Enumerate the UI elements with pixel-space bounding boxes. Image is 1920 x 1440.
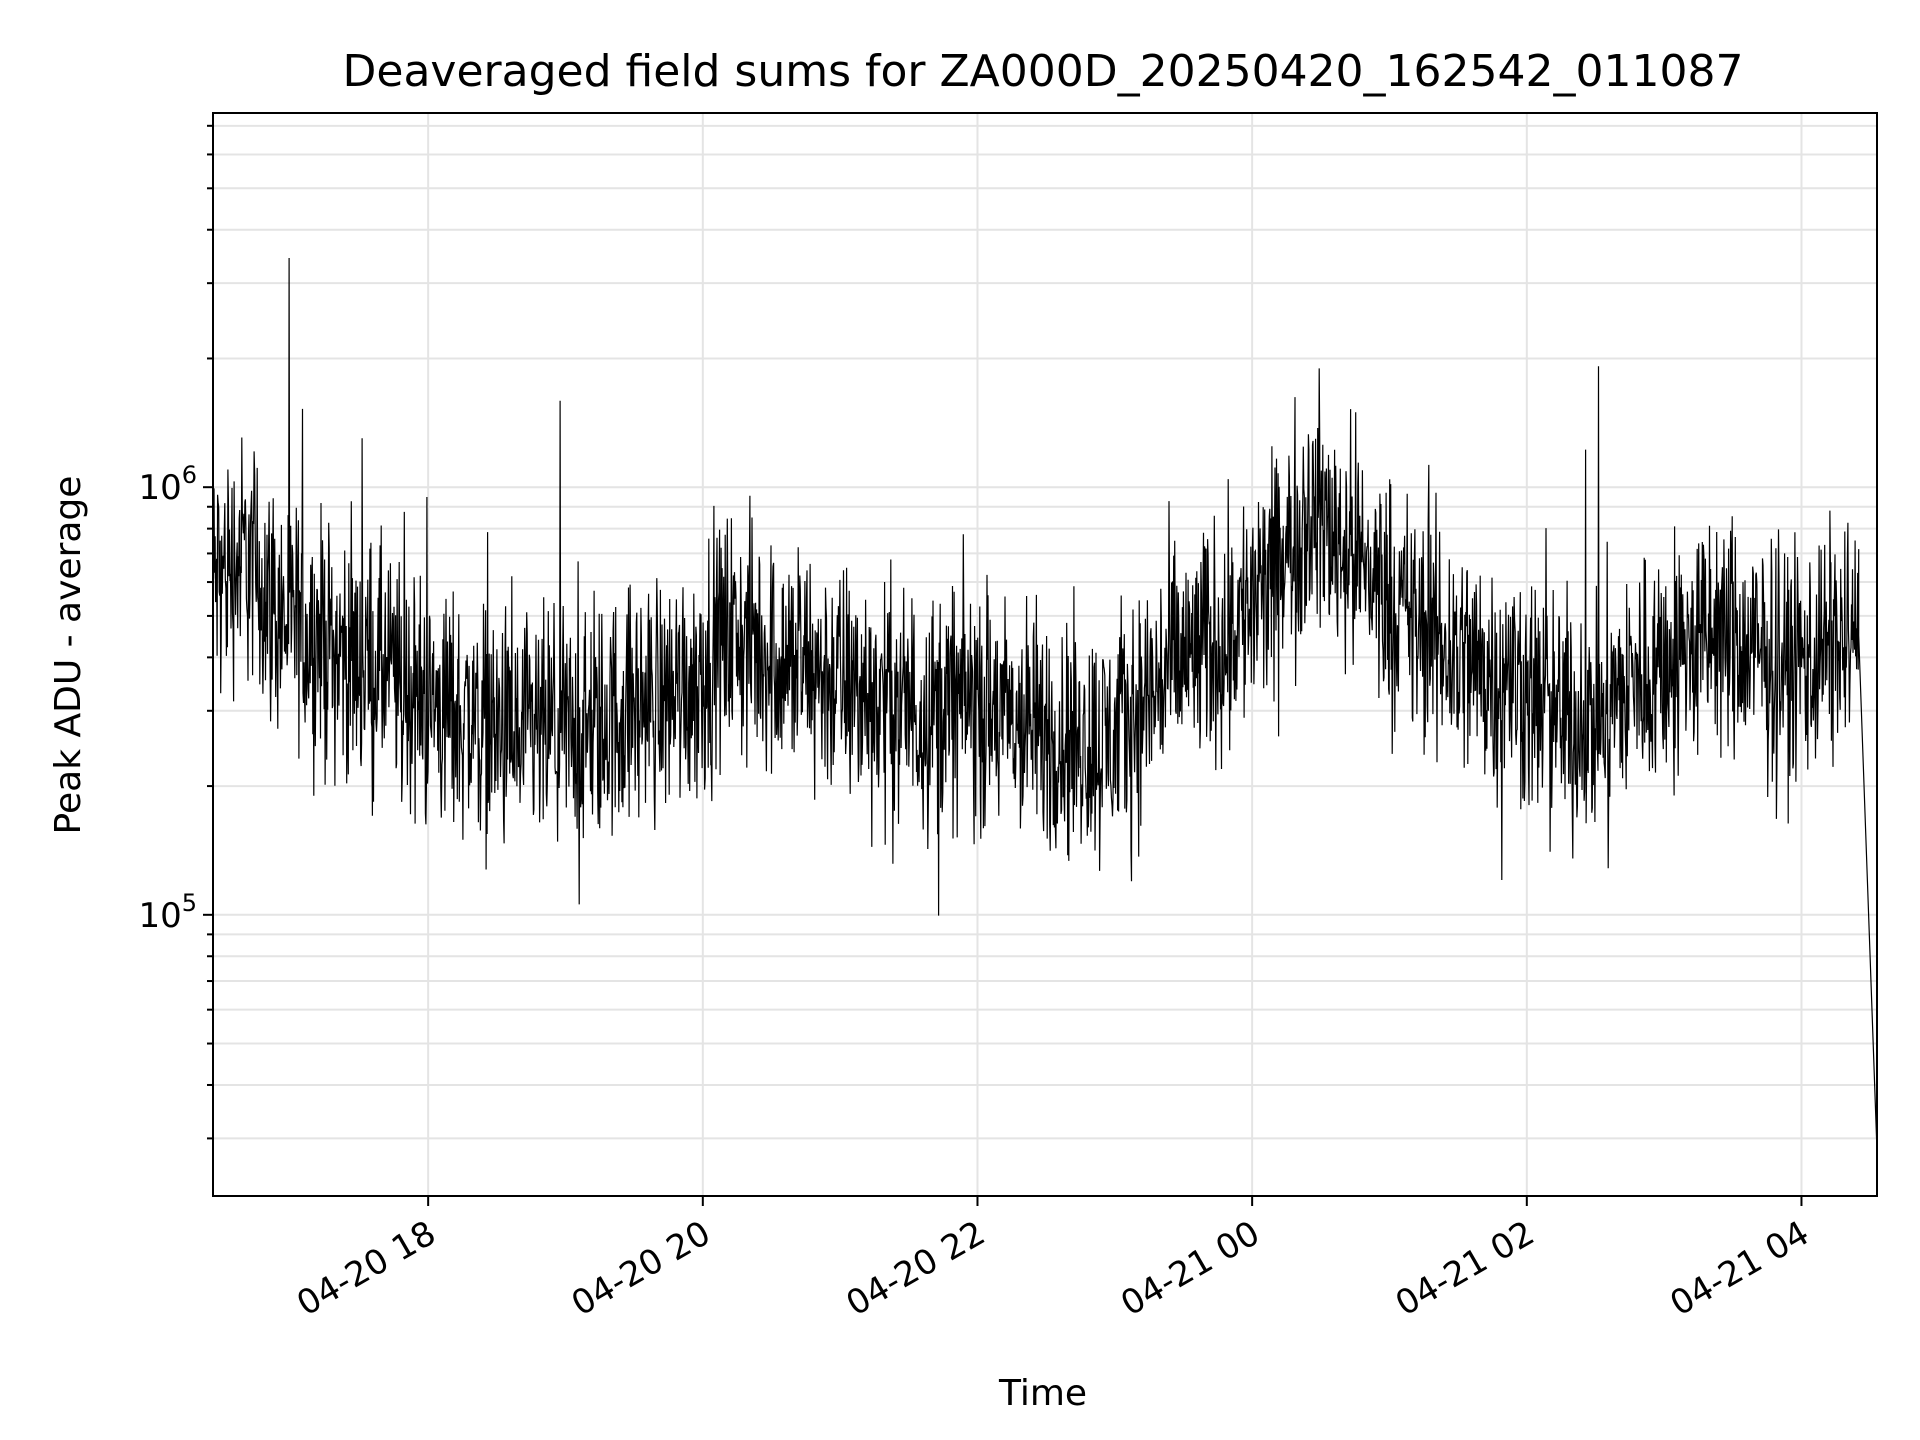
y-tick-label: 106 (138, 461, 197, 508)
y-axis-label: Peak ADU - average (48, 476, 89, 835)
x-axis-label: Time (998, 1373, 1087, 1414)
x-tick-label: 04-21 04 (1664, 1213, 1816, 1324)
plot-frame (212, 112, 1878, 1197)
series-line (212, 257, 1878, 1152)
x-tick-label: 04-21 02 (1389, 1213, 1541, 1324)
x-tick-label: 04-20 22 (840, 1213, 992, 1324)
chart-title: Deaveraged field sums for ZA000D_2025042… (343, 46, 1744, 97)
x-tick-label: 04-21 00 (1114, 1213, 1266, 1324)
x-tick-label: 04-20 18 (290, 1213, 442, 1324)
x-tick-label: 04-20 20 (565, 1213, 717, 1324)
y-tick-label: 105 (138, 889, 197, 936)
series-layer (212, 257, 1878, 1152)
